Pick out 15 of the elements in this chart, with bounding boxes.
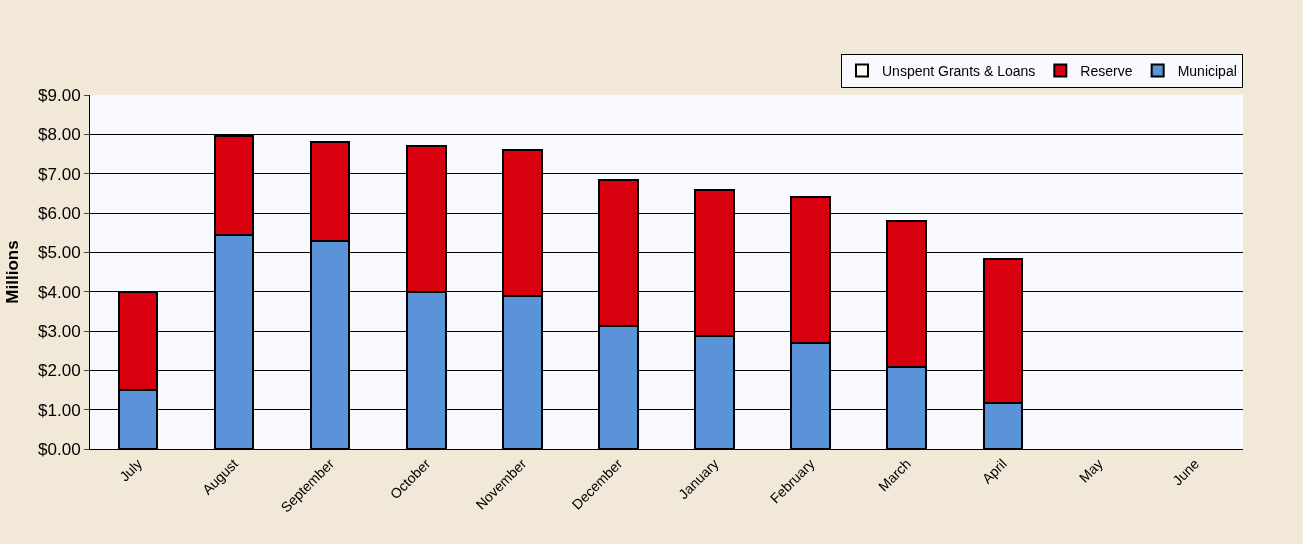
y-tick-label: $6.00 bbox=[38, 203, 81, 223]
y-tick-label: $2.00 bbox=[38, 361, 81, 381]
y-tick-label: $9.00 bbox=[38, 85, 81, 105]
y-tick-label: $8.00 bbox=[38, 125, 81, 145]
y-tick-label: $4.00 bbox=[38, 282, 81, 302]
legend-label: Unspent Grants & Loans bbox=[882, 62, 1036, 79]
legend-label: Municipal bbox=[1177, 62, 1237, 79]
y-tick-label: $5.00 bbox=[38, 243, 81, 263]
y-tick-label: $1.00 bbox=[38, 400, 81, 420]
x-tick-label: July bbox=[116, 455, 146, 485]
y-tick-label: $0.00 bbox=[38, 439, 81, 459]
y-axis-title: Millions bbox=[2, 240, 22, 304]
legend-label: Reserve bbox=[1080, 62, 1133, 79]
y-tick-label: $7.00 bbox=[38, 164, 81, 184]
y-tick-label: $3.00 bbox=[38, 321, 81, 341]
